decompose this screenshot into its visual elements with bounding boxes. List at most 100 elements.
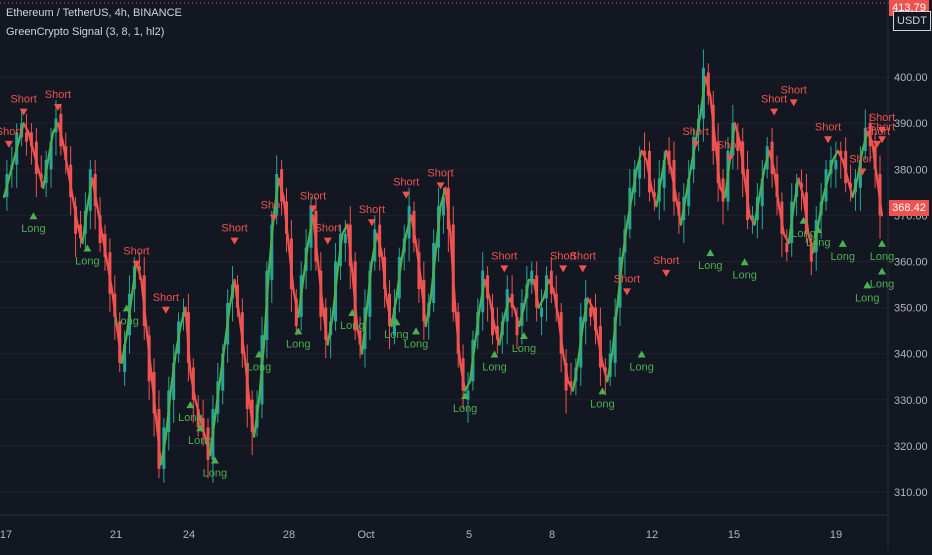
- long-marker-icon: [878, 239, 886, 247]
- candle-body: [809, 243, 813, 262]
- short-marker-icon: [559, 265, 568, 273]
- signal-segment: [71, 195, 79, 226]
- symbol-title[interactable]: Ethereum / TetherUS, 4h, BINANCE: [6, 7, 182, 19]
- candle-body: [221, 353, 225, 391]
- short-label: Short: [300, 190, 326, 202]
- long-label: Long: [404, 338, 428, 350]
- candle-body: [294, 298, 298, 327]
- y-tick-label: 330.00: [894, 395, 928, 407]
- signal-segment: [321, 306, 329, 346]
- long-marker-icon: [637, 350, 646, 358]
- signal-segment: [228, 278, 236, 309]
- candle-body: [868, 123, 872, 147]
- signal-segment: [831, 149, 839, 162]
- signal-segment: [243, 352, 251, 401]
- x-tick-label: 28: [283, 529, 295, 541]
- y-tick-label: 380.00: [894, 164, 928, 176]
- candle-body: [515, 316, 519, 336]
- signal-segment: [120, 334, 128, 364]
- signal-segment: [375, 232, 383, 254]
- currency-badge[interactable]: USDT: [893, 11, 931, 31]
- signal-segment: [802, 195, 810, 235]
- signal-segment: [164, 389, 172, 438]
- short-marker-icon: [873, 140, 882, 148]
- short-label: Short: [153, 292, 179, 304]
- short-label: Short: [261, 200, 287, 212]
- short-marker-icon: [309, 205, 318, 213]
- signal-segment: [684, 168, 692, 199]
- candle-body: [491, 307, 495, 336]
- candle-body: [98, 215, 102, 244]
- signal-segment: [424, 297, 432, 328]
- signal-segment: [733, 122, 741, 143]
- signal-segment: [875, 177, 884, 217]
- signal-segment: [508, 297, 516, 309]
- signal-segment: [302, 241, 310, 282]
- signal-segment: [218, 343, 226, 383]
- y-tick-label: 340.00: [894, 349, 928, 361]
- indicator-label[interactable]: GreenCrypto Signal (3, 8, 1, hl2): [6, 26, 165, 38]
- long-marker-icon: [519, 332, 528, 340]
- signal-segment: [522, 278, 530, 309]
- long-label: Long: [286, 338, 310, 350]
- x-tick-label: 24: [183, 529, 195, 541]
- signal-segment: [150, 371, 158, 420]
- signal-segment: [723, 159, 732, 199]
- time-axis: 17 21 24 28 Oct 5 8 12 15 19: [0, 529, 842, 541]
- signal-segment: [208, 417, 217, 457]
- short-marker-icon: [789, 99, 798, 107]
- signal-segment: [429, 251, 437, 300]
- signal-segment: [17, 122, 25, 143]
- long-label: Long: [114, 315, 138, 327]
- long-label: Long: [791, 228, 815, 240]
- signal-segment: [233, 278, 241, 318]
- signal-segment: [596, 334, 604, 364]
- short-label: Short: [221, 223, 247, 235]
- long-marker-icon: [490, 350, 499, 358]
- signal-segment: [365, 260, 373, 309]
- long-marker-icon: [83, 244, 92, 252]
- signal-segment: [517, 306, 526, 328]
- signal-segment: [537, 297, 545, 309]
- long-label: Long: [21, 223, 45, 235]
- signal-segment: [822, 177, 830, 199]
- signal-segment: [405, 214, 413, 235]
- candle-body: [643, 150, 647, 156]
- long-label: Long: [855, 292, 879, 304]
- short-marker-icon: [500, 265, 509, 273]
- long-label: Long: [75, 255, 99, 267]
- long-marker-icon: [740, 258, 749, 266]
- candle-body: [49, 141, 53, 170]
- short-marker-icon: [578, 265, 587, 273]
- signal-segment: [473, 306, 481, 346]
- signal-segment: [797, 177, 805, 199]
- signal-segment: [601, 361, 609, 383]
- signal-segment: [738, 140, 746, 180]
- signal-segment: [562, 352, 570, 383]
- y-tick-label: 310.00: [894, 487, 928, 499]
- short-marker-icon: [824, 136, 833, 144]
- signal-segment: [552, 288, 560, 318]
- signal-segment: [856, 149, 864, 180]
- short-label: Short: [781, 84, 807, 96]
- signal-segment: [204, 435, 212, 457]
- signal-segment: [272, 177, 280, 217]
- signal-segment: [253, 398, 261, 438]
- signal-segment: [125, 297, 133, 337]
- x-tick-label: 5: [466, 529, 472, 541]
- long-label: Long: [732, 269, 756, 281]
- long-label: Long: [453, 403, 477, 415]
- candle-body: [760, 178, 764, 207]
- signal-segment: [380, 251, 388, 300]
- candle-body: [368, 270, 372, 317]
- candle-body: [736, 132, 740, 151]
- signal-segment: [51, 122, 60, 134]
- signal-segment: [665, 149, 673, 171]
- signal-segment: [650, 186, 658, 208]
- short-marker-icon: [770, 108, 779, 116]
- short-label: Short: [653, 255, 679, 267]
- x-tick-label: 17: [0, 529, 12, 541]
- signal-segment: [655, 177, 663, 208]
